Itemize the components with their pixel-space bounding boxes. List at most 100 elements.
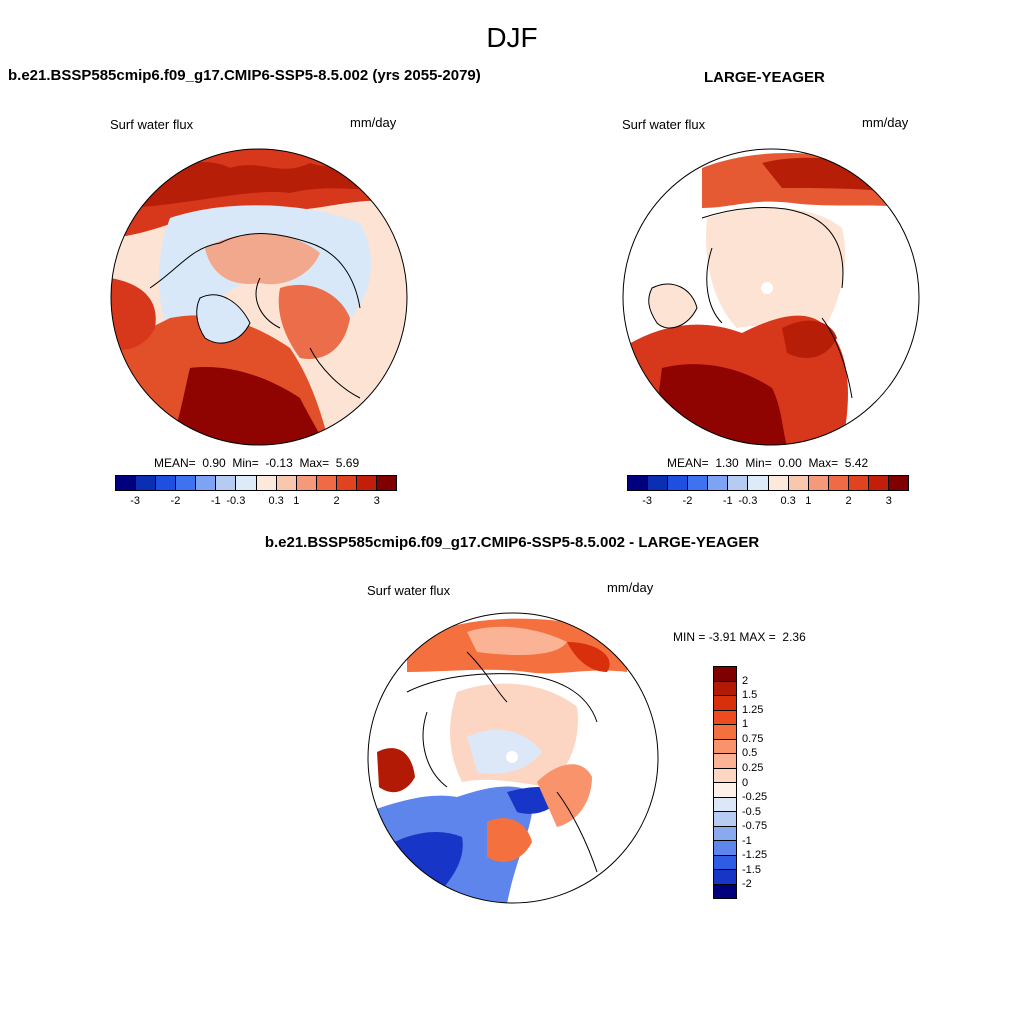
diff-panel-title: b.e21.BSSP585cmip6.f09_g17.CMIP6-SSP5-8.… [264, 534, 760, 551]
colorbar-tick-label: -1.25 [742, 849, 768, 862]
colorbar-box [714, 812, 736, 827]
diff-colorbar [713, 666, 737, 899]
left-map-boundary [110, 148, 408, 446]
colorbar-box [848, 476, 869, 490]
diff-variable-label: Surf water flux [367, 583, 451, 598]
colorbar-tick-label: 1 [293, 495, 300, 507]
colorbar-box [714, 681, 736, 696]
colorbar-tick-label: 1 [742, 718, 749, 731]
colorbar-tick-label: -3 [130, 495, 141, 507]
left-variable-label: Surf water flux [110, 117, 194, 132]
colorbar-box [156, 476, 177, 490]
colorbar-box [714, 725, 736, 740]
colorbar-tick-label: 0.3 [268, 495, 284, 507]
colorbar-tick-label: 2 [742, 674, 749, 687]
colorbar-box [714, 783, 736, 798]
right-coastline [701, 207, 853, 399]
colorbar-tick-label: 2 [333, 495, 340, 507]
colorbar-box [714, 826, 736, 841]
colorbar-box [714, 797, 736, 812]
colorbar-box [808, 476, 829, 490]
left-colorbar [115, 475, 397, 491]
diff-map-boundary [367, 612, 659, 904]
colorbar-box [296, 476, 317, 490]
colorbar-tick-label: 0.25 [742, 761, 764, 774]
colorbar-tick-label: 1 [805, 495, 812, 507]
colorbar-box [216, 476, 237, 490]
colorbar-tick-label: -0.3 [738, 495, 758, 507]
colorbar-tick-label: 1.25 [742, 703, 764, 716]
right-pole-hole [761, 282, 773, 294]
colorbar-tick-label: 1.5 [742, 689, 758, 702]
colorbar-box [377, 476, 397, 490]
right-map-boundary [622, 148, 920, 446]
right-variable-label: Surf water flux [622, 117, 706, 132]
right-units-label: mm/day [862, 115, 909, 130]
colorbar-tick-label: -0.5 [742, 805, 761, 818]
colorbar-tick-label: -0.75 [742, 820, 768, 833]
right-colorbar [627, 475, 909, 491]
colorbar-tick-label: 3 [373, 495, 380, 507]
colorbar-box [714, 754, 736, 769]
colorbar-box [316, 476, 337, 490]
colorbar-tick-label: -2 [170, 495, 181, 507]
right-polar-map [622, 148, 920, 446]
colorbar-tick-label: 2 [845, 495, 852, 507]
diff-pole-hole [506, 751, 518, 763]
colorbar-tick-label: -1 [210, 495, 221, 507]
colorbar-box [714, 884, 736, 898]
colorbar-tick-label: -0.3 [226, 495, 246, 507]
colorbar-box [714, 870, 736, 885]
left-greenland [196, 294, 251, 344]
colorbar-box [748, 476, 769, 490]
colorbar-box [788, 476, 809, 490]
colorbar-box [688, 476, 709, 490]
right-stats: MEAN= 1.30 Min= 0.00 Max= 5.42 [667, 456, 869, 470]
colorbar-tick-label: 0.75 [742, 732, 764, 745]
colorbar-box [196, 476, 217, 490]
colorbar-box [176, 476, 197, 490]
colorbar-box [714, 739, 736, 754]
right-arctic-ocean [706, 207, 846, 333]
colorbar-tick-label: 0.3 [780, 495, 796, 507]
colorbar-box [116, 476, 137, 490]
diff-units-label: mm/day [607, 580, 654, 595]
colorbar-tick-label: -2 [682, 495, 693, 507]
left-colorbar-ticks: -3 -2 -1 -0.3 0.3 1 2 3 [115, 495, 397, 509]
colorbar-box [728, 476, 749, 490]
colorbar-box [889, 476, 909, 490]
colorbar-box [668, 476, 689, 490]
colorbar-box [708, 476, 729, 490]
diff-polar-map [367, 612, 659, 904]
colorbar-box [714, 768, 736, 783]
colorbar-box [714, 855, 736, 870]
left-units-label: mm/day [350, 115, 397, 130]
colorbar-box [136, 476, 157, 490]
colorbar-box [768, 476, 789, 490]
colorbar-tick-label: 0 [742, 776, 749, 789]
colorbar-box [336, 476, 357, 490]
colorbar-box [256, 476, 277, 490]
diff-minmax: MIN = -3.91 MAX = 2.36 [673, 630, 806, 644]
diff-coastline [406, 651, 598, 873]
colorbar-box [828, 476, 849, 490]
colorbar-box [714, 841, 736, 856]
colorbar-box [356, 476, 378, 490]
colorbar-tick-label: -0.25 [742, 791, 768, 804]
colorbar-tick-label: -1 [722, 495, 733, 507]
colorbar-tick-label: -3 [642, 495, 653, 507]
colorbar-box [714, 696, 736, 711]
left-panel-title: b.e21.BSSP585cmip6.f09_g17.CMIP6-SSP5-8.… [8, 67, 481, 84]
right-colorbar-ticks: -3 -2 -1 -0.3 0.3 1 2 3 [627, 495, 909, 509]
right-greenland [648, 283, 698, 329]
colorbar-tick-label: -2 [742, 878, 752, 891]
colorbar-box [648, 476, 669, 490]
left-polar-map [110, 148, 408, 446]
colorbar-box [714, 667, 736, 682]
colorbar-box [236, 476, 257, 490]
left-stats: MEAN= 0.90 Min= -0.13 Max= 5.69 [154, 456, 360, 470]
colorbar-box [628, 476, 649, 490]
figure-title: DJF [486, 22, 538, 53]
colorbar-box [276, 476, 297, 490]
colorbar-tick-label: 0.5 [742, 747, 758, 760]
